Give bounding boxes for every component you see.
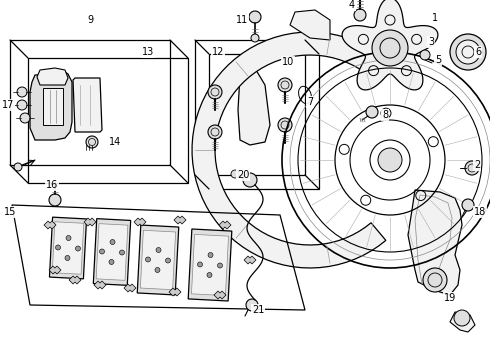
Circle shape [208,85,222,99]
Text: 19: 19 [444,293,456,303]
Circle shape [208,125,222,139]
Circle shape [17,100,27,110]
Circle shape [86,136,98,148]
Polygon shape [30,72,72,140]
Text: 18: 18 [474,207,486,217]
Circle shape [243,173,257,187]
Text: 14: 14 [109,137,121,147]
Circle shape [278,78,292,92]
Circle shape [450,34,486,70]
Circle shape [208,252,213,257]
Circle shape [65,256,70,261]
Circle shape [249,11,261,23]
Text: 11: 11 [236,15,248,25]
Circle shape [120,250,124,255]
Text: 6: 6 [475,47,481,57]
Polygon shape [408,190,462,295]
Text: 13: 13 [142,47,154,57]
Circle shape [251,34,259,42]
Text: 9: 9 [87,15,93,25]
Polygon shape [52,222,84,274]
Circle shape [246,299,258,311]
Circle shape [231,170,239,178]
Text: 15: 15 [4,207,16,217]
Text: 21: 21 [252,305,264,315]
Polygon shape [124,284,136,292]
Text: 1: 1 [432,13,438,23]
Polygon shape [69,276,81,284]
Polygon shape [450,312,475,332]
Circle shape [155,267,160,273]
Circle shape [99,249,104,254]
Polygon shape [94,281,106,289]
Circle shape [378,148,402,172]
Polygon shape [73,78,102,132]
Text: 7: 7 [307,97,313,107]
Circle shape [20,113,30,123]
Circle shape [146,257,150,262]
Circle shape [17,87,27,97]
Polygon shape [238,55,270,145]
Circle shape [218,263,222,268]
Polygon shape [169,288,181,296]
Polygon shape [137,225,179,295]
Polygon shape [37,68,68,85]
Polygon shape [93,219,131,285]
Polygon shape [84,218,96,226]
Polygon shape [174,216,186,224]
Circle shape [462,199,474,211]
Circle shape [207,273,212,278]
Polygon shape [43,88,63,125]
Circle shape [197,262,202,267]
Polygon shape [49,217,87,279]
Text: 10: 10 [282,57,294,67]
Polygon shape [96,224,128,280]
Circle shape [14,163,22,171]
Circle shape [49,194,61,206]
Polygon shape [188,229,232,301]
Circle shape [465,161,479,175]
Polygon shape [244,256,256,264]
Circle shape [278,118,292,132]
Text: 3: 3 [428,37,434,47]
Circle shape [456,40,480,64]
Circle shape [55,245,60,250]
Text: 5: 5 [435,55,441,65]
Circle shape [75,246,80,251]
Polygon shape [219,221,231,229]
Circle shape [110,239,115,244]
Polygon shape [49,266,61,274]
Circle shape [166,258,171,263]
Text: 16: 16 [46,180,58,190]
Polygon shape [192,32,386,268]
Polygon shape [214,291,226,299]
Polygon shape [140,230,175,290]
Text: 4: 4 [349,0,355,10]
Polygon shape [290,10,330,40]
Text: 12: 12 [212,47,224,57]
Circle shape [109,260,114,265]
Polygon shape [192,234,228,296]
Circle shape [420,50,430,60]
Text: 20: 20 [237,170,249,180]
Text: 8: 8 [382,110,388,120]
Circle shape [156,248,161,252]
Circle shape [372,30,408,66]
Polygon shape [134,218,146,226]
Circle shape [423,268,447,292]
Circle shape [66,235,71,240]
Circle shape [454,310,470,326]
Text: 2: 2 [474,160,480,170]
Polygon shape [342,0,438,90]
Circle shape [354,9,366,21]
Circle shape [366,106,378,118]
Text: 17: 17 [2,100,14,110]
Polygon shape [44,221,56,229]
